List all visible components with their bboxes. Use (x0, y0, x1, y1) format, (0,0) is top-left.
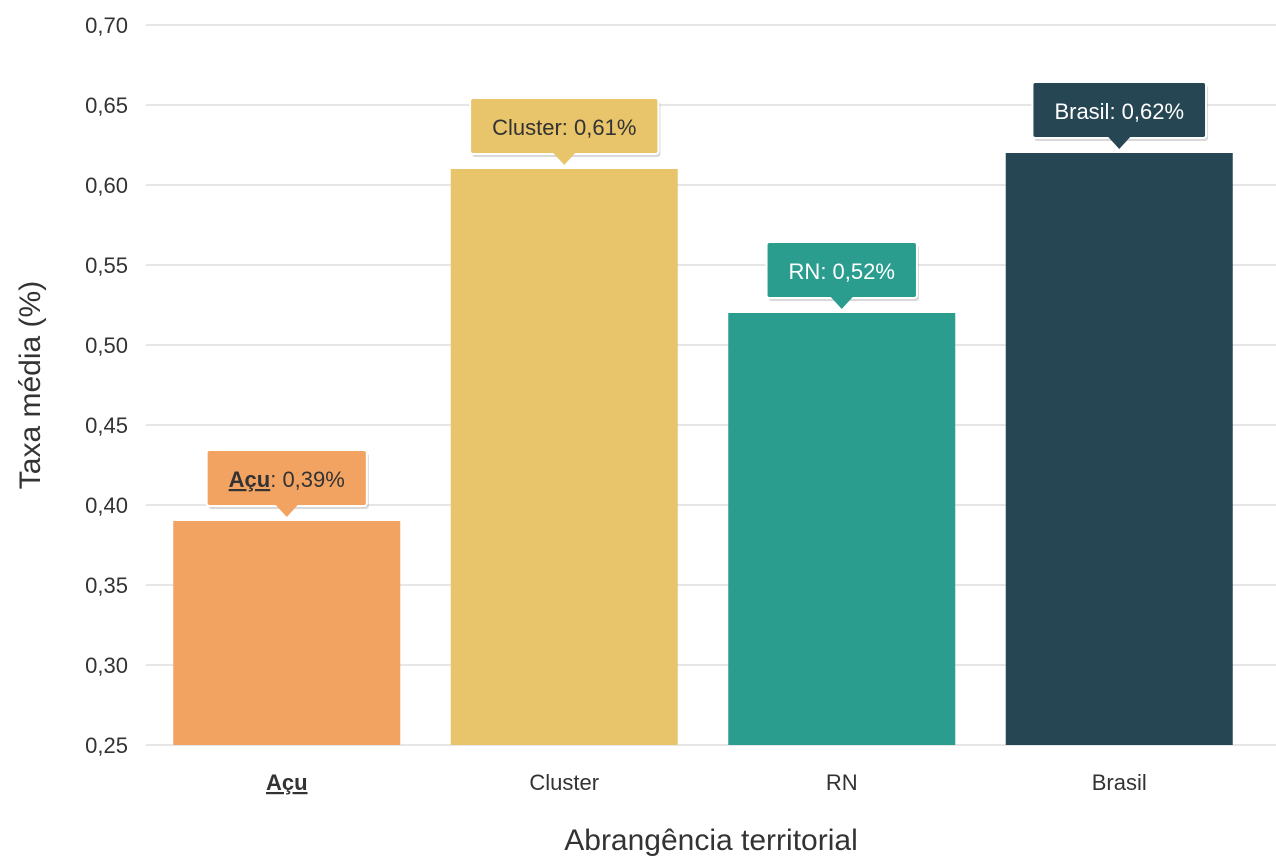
tooltip-arrow (830, 297, 853, 309)
bar-tooltips: Açu: 0,39% Cluster: 0,61% RN: 0,52% Brasil:… (205, 81, 1209, 517)
y-tick-label: 0,30 (85, 653, 128, 678)
tooltip: Cluster: 0,61% (469, 97, 661, 165)
x-tick-labels: Açu Cluster RN Brasil (266, 770, 1147, 795)
bars (173, 153, 1233, 745)
y-tick-label: 0,60 (85, 173, 128, 198)
bar (173, 521, 401, 745)
y-tick-label: 0,70 (85, 13, 128, 38)
x-tick-label: Brasil (1092, 770, 1147, 795)
y-tick-labels: 0,25 0,30 0,35 0,40 0,45 0,50 0,55 0,60 0,65 0,70 (85, 13, 128, 758)
y-tick-label: 0,45 (85, 413, 128, 438)
tooltip-label: Brasil: 0,62% (1054, 99, 1184, 124)
tooltip: RN: 0,52% (765, 241, 919, 309)
y-tick-label: 0,25 (85, 733, 128, 758)
tooltip-arrow (1108, 137, 1131, 149)
y-tick-label: 0,50 (85, 333, 128, 358)
tooltip-arrow (553, 153, 576, 165)
tooltip-label: RN: 0,52% (789, 259, 895, 284)
y-tick-label: 0,35 (85, 573, 128, 598)
y-tick-label: 0,55 (85, 253, 128, 278)
bar (450, 169, 678, 745)
bar (728, 313, 956, 745)
tooltip-label: Cluster: 0,61% (492, 115, 636, 140)
tooltip: Açu: 0,39% (205, 449, 369, 517)
x-axis-title: Abrangência territorial (564, 824, 857, 857)
y-tick-label: 0,65 (85, 93, 128, 118)
x-tick-label: RN (826, 770, 858, 795)
x-tick-label: Açu (266, 770, 308, 795)
bar (1005, 153, 1233, 745)
tooltip-label: Açu: 0,39% (229, 467, 345, 492)
y-tick-label: 0,40 (85, 493, 128, 518)
x-tick-label: Cluster (529, 770, 599, 795)
tooltip: Brasil: 0,62% (1031, 81, 1209, 149)
y-axis-title: Taxa média (%) (14, 281, 47, 489)
tooltip-arrow (275, 505, 298, 517)
